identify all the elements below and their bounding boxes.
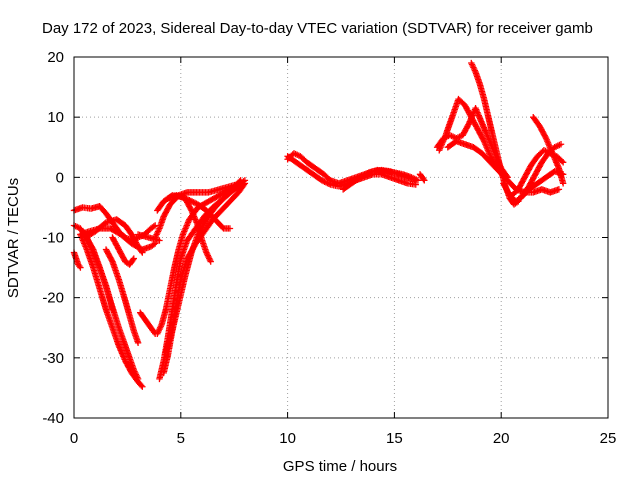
axis-ticks: 0 5 10 15 20 25 -40 -30 -20 -10 0 10 20 (42, 49, 616, 447)
data-point (559, 171, 567, 178)
data-point (420, 175, 427, 183)
y-tick-label: 10 (47, 109, 64, 126)
data-point (322, 179, 330, 186)
data-point (138, 248, 145, 255)
data-point (364, 170, 371, 177)
data-points (70, 59, 567, 390)
data-point (557, 141, 565, 148)
data-point (558, 157, 566, 165)
y-axis-label: SDTVAR / TECUs (5, 178, 22, 298)
x-tick-label: 15 (386, 430, 403, 447)
data-point (130, 255, 138, 262)
data-point (207, 258, 214, 265)
series-track-11 (137, 309, 159, 337)
data-point (134, 339, 142, 346)
x-tick-label: 25 (600, 430, 617, 447)
series-track-15 (162, 177, 244, 356)
data-point (139, 249, 146, 256)
data-point (320, 177, 327, 185)
y-tick-label: -10 (42, 230, 64, 247)
y-tick-label: -30 (42, 350, 64, 367)
series-track-30 (517, 168, 567, 202)
series-track-22 (416, 171, 428, 184)
x-tick-label: 20 (493, 430, 510, 447)
y-tick-label: 0 (56, 169, 64, 186)
series-track-16 (151, 177, 249, 241)
data-point (325, 180, 333, 188)
data-point (480, 136, 487, 144)
data-point (150, 223, 157, 230)
series-track-8 (81, 216, 146, 256)
data-point (465, 121, 472, 128)
data-point (89, 244, 96, 252)
data-point (559, 159, 567, 166)
data-point (156, 237, 163, 244)
x-tick-label: 10 (279, 430, 296, 447)
series-track-1 (70, 249, 84, 271)
data-point (188, 198, 196, 205)
x-tick-label: 5 (177, 430, 185, 447)
data-point (139, 383, 146, 390)
data-point (542, 133, 549, 141)
y-tick-label: 20 (47, 49, 64, 66)
data-point (555, 186, 563, 193)
data-point (108, 257, 115, 264)
data-point (134, 375, 142, 383)
series-track-5 (81, 231, 142, 383)
x-axis-label: GPS time / hours (283, 458, 397, 475)
data-point (321, 178, 328, 185)
data-point (421, 177, 428, 184)
data-point (324, 179, 331, 187)
data-point (414, 177, 422, 184)
data-point (241, 177, 249, 184)
data-point (129, 256, 137, 263)
series-track-18 (164, 192, 214, 265)
data-point (77, 264, 84, 271)
series-track-6 (102, 246, 142, 346)
data-point (138, 382, 145, 389)
data-point (190, 199, 197, 206)
data-point (187, 205, 194, 213)
data-point (318, 177, 325, 184)
data-point (191, 199, 199, 207)
y-tick-label: -40 (42, 410, 64, 427)
data-point (240, 178, 247, 185)
y-tick-label: -20 (42, 290, 64, 307)
data-point (226, 225, 234, 232)
data-point (151, 222, 159, 229)
data-point (150, 241, 157, 248)
series-track-9 (109, 234, 138, 268)
series-track-21 (339, 166, 422, 193)
chart-title: Day 172 of 2023, Sidereal Day-to-day VTE… (42, 20, 593, 37)
data-point (559, 180, 567, 187)
x-tick-label: 0 (70, 430, 78, 447)
